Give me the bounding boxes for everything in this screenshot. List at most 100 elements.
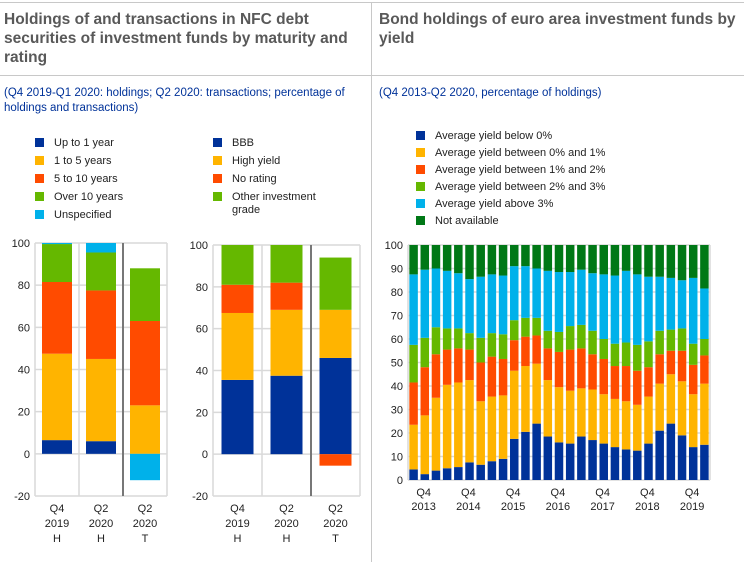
bar-segment (610, 343, 620, 367)
legend-swatch (213, 192, 222, 201)
legend-label: 1 to 5 years (54, 155, 112, 167)
bar-segment (543, 348, 553, 381)
bar-segment (621, 366, 631, 402)
bar-segment (86, 252, 116, 291)
bar-segment (521, 266, 530, 318)
bar-segment (221, 245, 254, 285)
x-tick-label: Q4 (595, 487, 610, 499)
bar-segment (554, 442, 564, 480)
bar-segment (655, 430, 664, 480)
bar-segment (565, 349, 575, 391)
bar-segment (319, 309, 352, 358)
bar-segment (655, 276, 664, 331)
y-tick-label: 100 (12, 238, 30, 250)
bar-segment (565, 390, 575, 444)
bar-segment (476, 401, 485, 465)
legend-label: Up to 1 year (54, 137, 114, 149)
bar-segment (666, 245, 676, 278)
bar-segment (644, 245, 653, 277)
bar-segment (476, 464, 485, 480)
bar-segment (700, 355, 709, 384)
bar-segment (510, 370, 519, 439)
y-tick-label: 60 (391, 334, 403, 346)
y-tick-label: 0 (202, 449, 208, 461)
bar-segment (130, 321, 160, 406)
y-tick-label: 80 (196, 282, 208, 294)
y-tick-label: 20 (391, 428, 403, 440)
bar-segment (532, 335, 541, 364)
bar-segment (554, 351, 564, 388)
legend-swatch (416, 131, 425, 140)
legend-label: Average yield between 2% and 3% (435, 181, 606, 193)
legend-swatch (35, 210, 44, 219)
bar-segment (442, 245, 452, 271)
bar-segment (565, 245, 575, 273)
x-tick-label: 2020 (89, 518, 113, 530)
bar-segment (610, 245, 620, 276)
x-tick-label: 2020 (133, 518, 157, 530)
x-tick-label: H (97, 533, 105, 545)
bar-segment (644, 367, 653, 397)
bar-segment (521, 336, 530, 367)
bar-segment (666, 374, 676, 424)
legend-label: Average yield between 0% and 1% (435, 147, 606, 159)
bar-segment (487, 333, 497, 357)
x-tick-label: Q4 (506, 487, 521, 499)
bar-segment (476, 276, 485, 338)
bar-segment (465, 245, 474, 280)
bar-segment (465, 380, 474, 463)
bar-segment (588, 245, 597, 274)
bar-segment (420, 474, 430, 480)
y-tick-label: 10 (391, 452, 403, 464)
bar-segment (221, 379, 254, 455)
bar-segment (565, 326, 575, 350)
bar-segment (510, 340, 519, 371)
x-tick-label: T (332, 533, 339, 545)
bar-segment (532, 423, 541, 480)
legend-swatch (416, 165, 425, 174)
bar-segment (420, 337, 430, 368)
bar-segment (688, 277, 698, 344)
right-subtitle: (Q4 2013-Q2 2020, percentage of holdings… (379, 87, 602, 99)
x-tick-label: 2019 (45, 518, 69, 530)
bar-segment (633, 344, 642, 371)
bar-segment (409, 469, 418, 480)
y-tick-label: 50 (391, 358, 403, 370)
legend-label: Over 10 years (54, 191, 124, 203)
legend-label: Other investment (232, 191, 316, 203)
x-tick-label: Q4 (230, 503, 245, 515)
bar-segment (270, 309, 303, 376)
bar-segment (700, 339, 709, 356)
bar-segment (610, 447, 620, 480)
x-tick-label: Q4 (551, 487, 566, 499)
x-tick-label: Q4 (640, 487, 655, 499)
bar-segment (221, 312, 254, 380)
bar-segment (700, 245, 709, 289)
bar-segment (465, 462, 474, 480)
bar-segment (677, 435, 687, 480)
bar-segment (577, 348, 586, 389)
bar-segment (521, 245, 530, 267)
x-tick-label: Q2 (138, 503, 153, 515)
left-subtitle: (Q4 2019-Q1 2020: holdings; Q2 2020: tra… (4, 87, 345, 114)
bar-segment (42, 353, 72, 441)
bar-segment (487, 461, 497, 480)
bar-segment (599, 358, 608, 395)
right-title: Bond holdings of euro area investment fu… (379, 11, 736, 47)
bar-segment (510, 245, 519, 267)
bar-segment (510, 438, 519, 480)
legend-label: BBB (232, 137, 254, 149)
bar-segment (588, 389, 597, 441)
bar-segment (532, 363, 541, 424)
y-tick-label: 40 (391, 381, 403, 393)
bar-segment (431, 327, 441, 355)
bar-segment (577, 324, 586, 349)
bar-segment (644, 443, 653, 480)
y-tick-label: 30 (391, 405, 403, 417)
legend-swatch (35, 192, 44, 201)
x-tick-label: 2020 (274, 518, 298, 530)
bar-segment (588, 330, 597, 355)
bar-segment (621, 449, 631, 480)
legend-label: Unspecified (54, 209, 111, 221)
bar-segment (666, 423, 676, 480)
